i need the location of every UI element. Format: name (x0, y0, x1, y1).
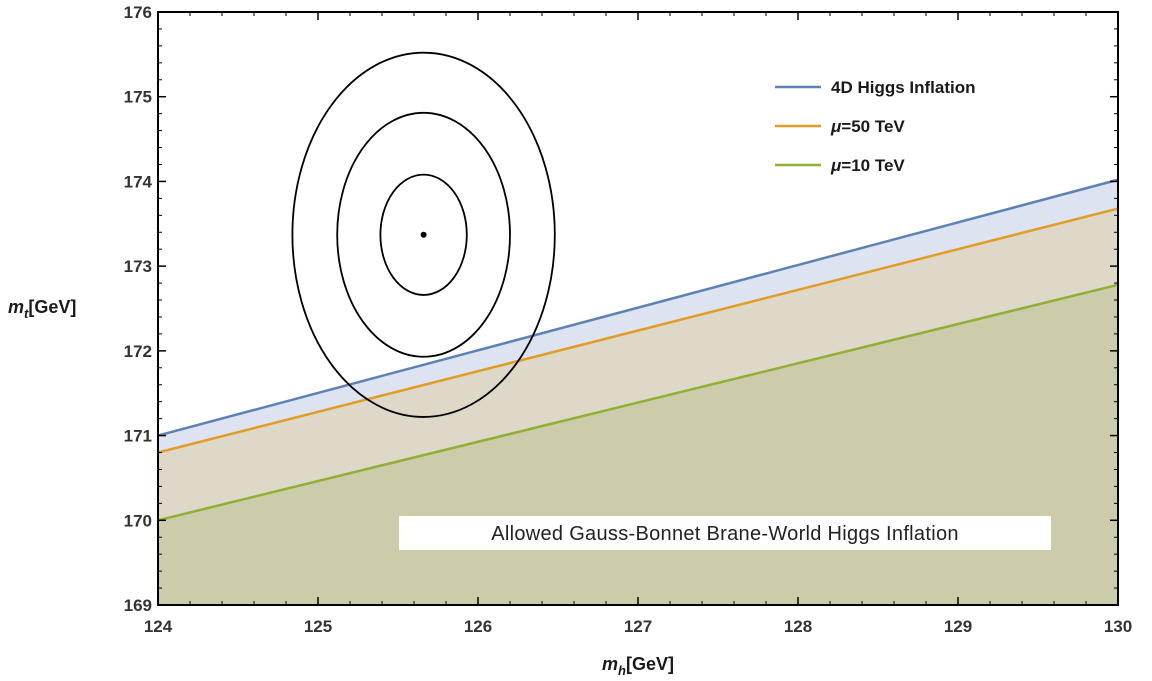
ellipse-3sigma (291, 51, 556, 418)
x-axis-label-sub: h (618, 663, 626, 678)
y-tick-label: 176 (124, 3, 152, 22)
y-tick-label: 170 (124, 511, 152, 530)
y-tick-label: 175 (124, 88, 152, 107)
y-tick-label: 173 (124, 257, 152, 276)
series-line-0 (157, 178, 1119, 437)
ellipse-2sigma (336, 111, 511, 358)
legend-label-1: μ=50 TeV (830, 117, 905, 136)
y-tick-label: 171 (124, 427, 152, 446)
x-axis-label-unit: [GeV] (626, 654, 674, 674)
series-line-1 (157, 207, 1119, 454)
y-tick-label: 174 (124, 172, 153, 191)
x-tick-label: 129 (944, 617, 972, 636)
y-tick-label: 169 (124, 596, 152, 615)
x-axis-label: mh[GeV] (602, 654, 674, 678)
legend-label-0: 4D Higgs Inflation (831, 78, 976, 97)
svg-text:mh[GeV]: mh[GeV] (602, 654, 674, 678)
x-axis-label-base: m (602, 654, 618, 674)
x-tick-label: 124 (144, 617, 173, 636)
y-axis-label: mt[GeV] (8, 297, 76, 321)
ellipse-center-point (420, 231, 427, 238)
y-axis-label-unit: [GeV] (28, 297, 76, 317)
series-line-2 (157, 283, 1119, 522)
annotation-text: Allowed Gauss-Bonnet Brane-World Higgs I… (491, 523, 959, 545)
x-tick-label: 126 (464, 617, 492, 636)
svg-text:mt[GeV]: mt[GeV] (8, 297, 76, 321)
x-tick-label: 127 (624, 617, 652, 636)
annotation: Allowed Gauss-Bonnet Brane-World Higgs I… (399, 516, 1051, 550)
y-axis-label-base: m (8, 297, 24, 317)
ellipse-1sigma (379, 173, 468, 296)
series-lines (157, 178, 1119, 522)
axis-ticks: 124 125 126 127 128 129 130 169 170 171 172 173 174 1… (124, 3, 1133, 636)
x-tick-label: 128 (784, 617, 812, 636)
y-tick-label: 172 (124, 342, 152, 361)
x-tick-label: 130 (1104, 617, 1132, 636)
legend: 4D Higgs Inflation μ=50 TeV μ=10 TeV (775, 78, 976, 175)
annotation-background (399, 516, 1051, 550)
legend-label-2: μ=10 TeV (830, 156, 905, 175)
y-axis-label-sub: t (24, 306, 29, 321)
x-tick-label: 125 (304, 617, 332, 636)
confidence-ellipses (291, 51, 556, 418)
